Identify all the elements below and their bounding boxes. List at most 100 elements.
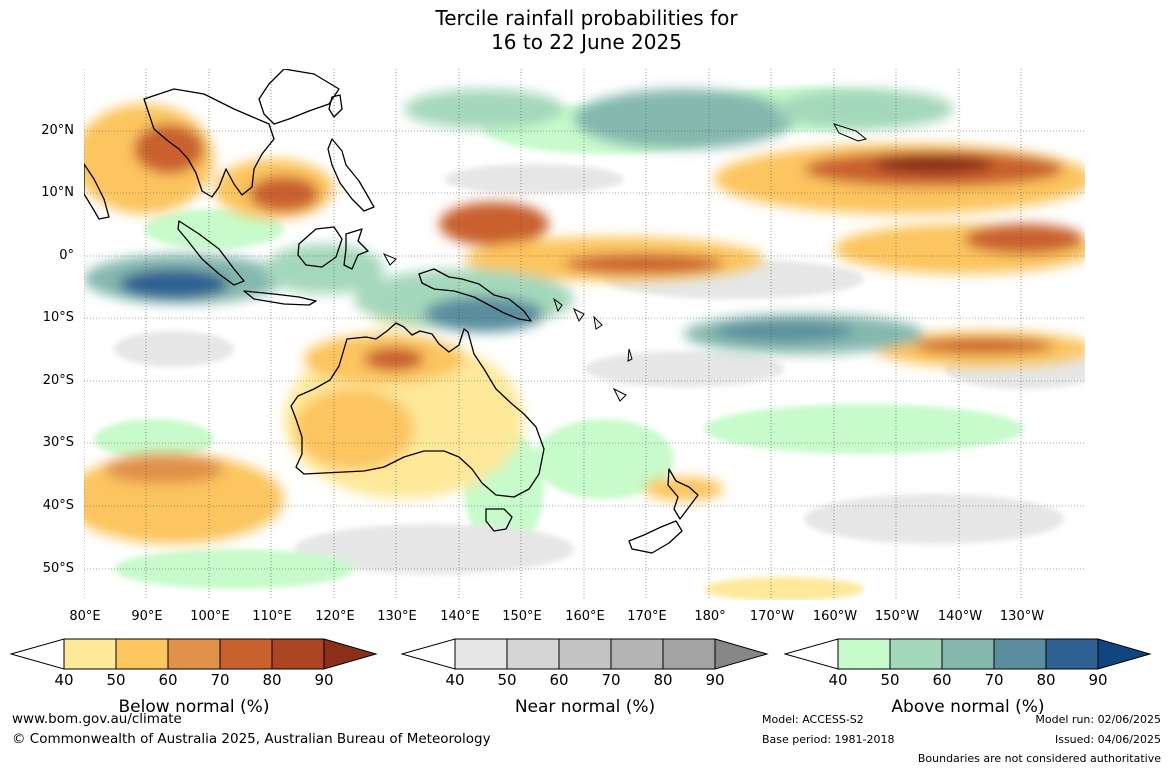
lon-label-80e: 80°E [69, 609, 101, 624]
sulawesi-coastline [343, 228, 369, 270]
tick-label: 50 [497, 671, 517, 689]
below-normal-region [104, 454, 224, 484]
colorbar-box [941, 638, 995, 670]
grey-patch [804, 494, 1064, 544]
lat-label-10s: 10°S [42, 310, 74, 325]
philippines-coastline [327, 138, 375, 212]
lat-label-0: 0° [59, 248, 74, 263]
tick-label: 70 [601, 671, 621, 689]
india-coastline [84, 163, 110, 220]
lon-label-170w: 170°W [749, 609, 795, 624]
lon-label-120e: 120°E [315, 609, 355, 624]
below-normal-region [294, 389, 414, 469]
model-text: Model: ACCESS-S2 [762, 713, 864, 726]
issued-text: Issued: 04/06/2025 [1054, 733, 1161, 746]
lon-label-110e: 110°E [252, 609, 292, 624]
below-normal-region [874, 154, 994, 174]
website-link[interactable]: www.bom.gov.au/climate [12, 711, 182, 727]
island [593, 315, 603, 330]
graticule [84, 69, 1085, 600]
green-patch [94, 419, 214, 459]
lat-label-50s: 50°S [42, 561, 74, 576]
lon-label-150w: 150°W [874, 609, 920, 624]
map-canvas [84, 69, 1085, 600]
above-normal-region [404, 89, 564, 129]
green-patch [144, 209, 284, 249]
colorbar-arrow-high [323, 638, 378, 670]
colorbar-near-normal [401, 638, 769, 670]
above-normal-region [714, 321, 854, 341]
island [573, 307, 585, 323]
model-run-text: Model run: 02/06/2025 [1035, 713, 1161, 726]
lat-label-30s: 30°S [42, 435, 74, 450]
hainan-taiwan-coastline [328, 94, 343, 118]
above-normal-region [119, 269, 229, 299]
colorbar-box [219, 638, 273, 670]
china-coastline [258, 69, 340, 125]
green-patch [704, 404, 1024, 454]
lat-label-20n: 20°N [41, 123, 74, 138]
lon-label-180: 180° [694, 609, 726, 624]
new-zealand-south-coastline [628, 520, 683, 554]
below-normal-region [249, 176, 319, 212]
below-normal-region [439, 202, 549, 246]
probability-map [84, 69, 1085, 600]
legend-title-above-normal: Above normal (%) [891, 697, 1045, 717]
green-patch [534, 419, 674, 499]
colorbar-box [454, 638, 508, 670]
colorbar-box [837, 638, 891, 670]
tick-label: 70 [984, 671, 1004, 689]
tick-label: 60 [932, 671, 952, 689]
tick-label: 90 [1088, 671, 1108, 689]
below-normal-region [564, 254, 724, 274]
colorbar-arrow-low [10, 638, 65, 670]
tick-label: 80 [653, 671, 673, 689]
tick-label: 40 [54, 671, 74, 689]
tick-label: 60 [549, 671, 569, 689]
new-zealand-north-coastline [667, 468, 699, 520]
lon-label-140w: 140°W [937, 609, 983, 624]
lon-label-160e: 160°E [565, 609, 605, 624]
patch-layer-main [84, 89, 1085, 544]
legend-title-near-normal: Near normal (%) [514, 697, 656, 717]
above-normal-region [264, 244, 384, 294]
colorbar-arrow-low [784, 638, 839, 670]
lon-label-140e: 140°E [440, 609, 480, 624]
yellow-patch [704, 577, 864, 600]
legend-title-below-normal: Below normal (%) [118, 697, 270, 717]
tick-label: 50 [106, 671, 126, 689]
borneo-coastline [297, 226, 343, 268]
tick-label: 40 [445, 671, 465, 689]
colorbar-arrow-high [1097, 638, 1152, 670]
base-period-text: Base period: 1981-2018 [762, 733, 895, 746]
lon-label-130w: 130°W [999, 609, 1045, 624]
colorbar-box [1045, 638, 1099, 670]
title-line-2: 16 to 22 June 2025 [491, 30, 682, 54]
colorbar-box [610, 638, 664, 670]
tick-label: 90 [705, 671, 725, 689]
colorbar-arrow-high [714, 638, 769, 670]
islands [382, 123, 868, 402]
tick-label: 40 [828, 671, 848, 689]
lon-label-150e: 150°E [502, 609, 542, 624]
lon-label-170e: 170°E [627, 609, 667, 624]
below-normal-region [134, 124, 204, 174]
above-normal-region [424, 296, 544, 332]
copyright-text: © Commonwealth of Australia 2025, Austra… [12, 731, 491, 747]
new-guinea-coastline [418, 268, 532, 322]
island [553, 297, 563, 313]
colorbar-below-normal [10, 638, 378, 670]
colorbar-arrow-low [401, 638, 456, 670]
colorbar-box [271, 638, 325, 670]
lon-label-160w: 160°W [812, 609, 858, 624]
colorbar-box [558, 638, 612, 670]
tick-label: 70 [210, 671, 230, 689]
above-normal-region [574, 89, 794, 149]
grey-patch [584, 351, 784, 387]
colorbar-box [993, 638, 1047, 670]
colorbar-above-normal [784, 638, 1152, 670]
tick-label: 80 [262, 671, 282, 689]
lat-label-20s: 20°S [42, 373, 74, 388]
indochina-coastline [143, 88, 275, 198]
above-normal-region [774, 89, 954, 129]
